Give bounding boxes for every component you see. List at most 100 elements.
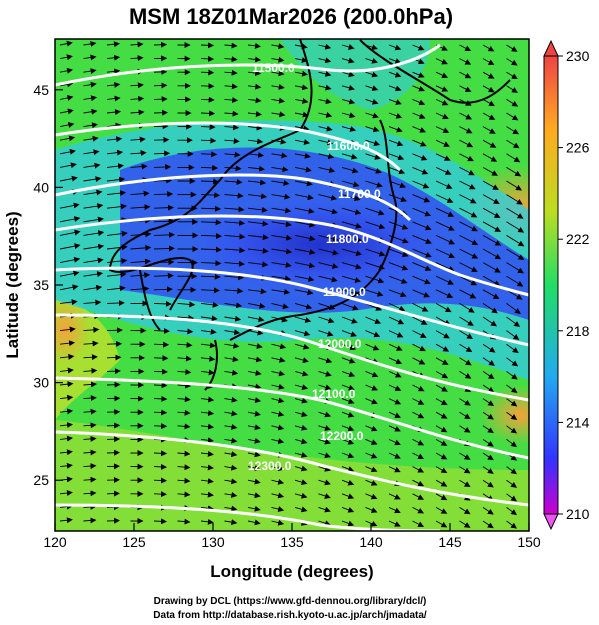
wind-vector: [59, 449, 73, 456]
wind-vector: [294, 343, 310, 350]
wind-vector: [459, 507, 471, 515]
wind-vector: [294, 70, 308, 77]
wind-vector: [200, 219, 222, 226]
wind-vector: [506, 167, 522, 177]
wind-vector: [341, 84, 355, 91]
wind-vector: [412, 262, 432, 271]
wind-vector: [365, 221, 386, 230]
wind-vector: [153, 382, 168, 389]
wind-vector: [153, 341, 170, 348]
wind-vector: [412, 330, 427, 338]
wind-vector: [506, 466, 518, 475]
wind-vector: [318, 98, 332, 105]
wind-vector: [59, 202, 80, 209]
wind-vector: [224, 491, 238, 498]
wind-vector: [153, 368, 168, 375]
wind-vector: [388, 398, 402, 405]
wind-vector: [341, 57, 355, 64]
wind-vector: [153, 218, 175, 225]
wind-vector: [271, 138, 287, 145]
x-tick-label: 145: [438, 534, 462, 550]
wind-vector: [294, 262, 316, 269]
wind-vector: [294, 370, 309, 377]
wind-vector: [412, 98, 426, 106]
wind-vector: [200, 178, 220, 185]
wind-vector: [435, 139, 450, 147]
wind-vector: [435, 71, 449, 78]
wind-vector: [177, 518, 191, 525]
wind-vector: [365, 452, 378, 459]
wind-vector: [130, 82, 144, 89]
wind-vector: [459, 262, 478, 272]
wind-vector: [482, 439, 494, 447]
wind-vector: [318, 493, 331, 499]
contour-12200: [55, 430, 529, 507]
wind-vector: [247, 138, 264, 145]
wind-vector: [294, 384, 309, 390]
wind-vector: [271, 207, 292, 214]
wind-vector: [224, 178, 243, 185]
wind-vector: [435, 520, 448, 528]
wind-vector: [435, 371, 449, 379]
wind-vector: [294, 452, 308, 458]
wind-vector: [200, 423, 215, 430]
wind-vector: [341, 262, 362, 270]
wind-vector: [271, 275, 292, 282]
wind-vector: [177, 314, 195, 321]
wind-vector: [224, 369, 239, 376]
wind-vector: [318, 452, 331, 459]
wind-vector: [224, 329, 241, 336]
contour-label-11900: 11900.0: [323, 285, 366, 299]
wind-vector: [294, 166, 312, 173]
wind-vector: [294, 125, 310, 132]
wind-vector: [341, 166, 359, 174]
wind-vector: [153, 423, 168, 430]
wind-vector: [506, 248, 525, 260]
wind-vector: [177, 409, 191, 416]
wind-vector: [365, 153, 381, 160]
wind-vector: [247, 56, 262, 63]
wind-vector: [435, 275, 454, 285]
wind-vector: [435, 112, 449, 120]
wind-vector: [506, 235, 525, 247]
wind-vector: [177, 464, 191, 471]
wind-vector: [318, 302, 336, 310]
wind-vector: [482, 126, 496, 134]
wind-vector: [294, 411, 308, 418]
y-tick-label: 30: [33, 375, 49, 391]
wind-vector: [294, 357, 309, 364]
wind-vector: [365, 479, 378, 486]
y-axis-ticks: 25 30 35 40 45: [33, 82, 63, 488]
wind-vector: [506, 289, 523, 300]
wind-vector: [83, 162, 101, 169]
wind-vector: [247, 206, 268, 213]
wind-vector: [412, 411, 425, 419]
wind-vector: [318, 506, 331, 513]
wind-vector: [271, 370, 286, 377]
wind-vector: [247, 83, 262, 90]
wind-vector: [341, 289, 361, 297]
wind-vector: [153, 150, 171, 157]
wind-vector: [341, 112, 356, 119]
wind-vector: [365, 384, 379, 391]
wind-vector: [271, 438, 285, 444]
wind-vector: [341, 126, 357, 132]
wind-vector: [294, 424, 308, 431]
wind-vector: [200, 273, 221, 280]
wind-vector: [482, 207, 501, 219]
wind-vector: [365, 166, 382, 174]
wind-vector: [435, 343, 450, 352]
wind-vector: [83, 422, 97, 429]
wind-vector: [318, 465, 331, 472]
wind-vector: [224, 83, 238, 90]
wind-vector: [224, 219, 246, 226]
wind-vector: [294, 289, 314, 296]
wind-vector: [224, 124, 240, 131]
wind-vector: [365, 425, 378, 432]
wind-vector: [506, 85, 518, 93]
wind-vector: [388, 275, 408, 284]
wind-vector: [294, 438, 308, 445]
x-tick-label: 125: [122, 534, 146, 550]
wind-vector: [388, 357, 403, 365]
wind-vector: [271, 111, 286, 118]
